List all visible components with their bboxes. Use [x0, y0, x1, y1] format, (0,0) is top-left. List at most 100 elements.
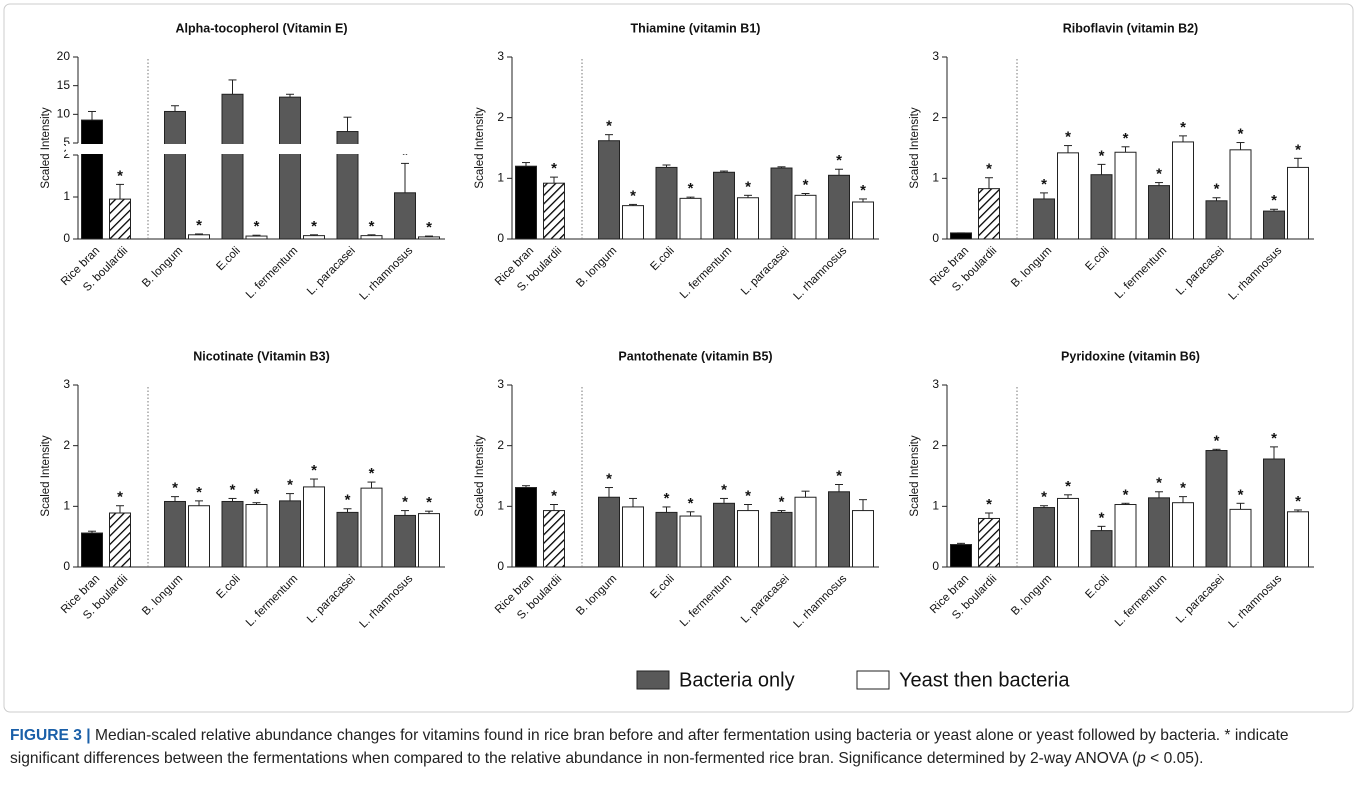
caption-label: FIGURE 3 | — [10, 727, 91, 744]
significance-marker: * — [606, 470, 612, 487]
bar — [164, 110, 186, 240]
chart-title: Nicotinate (Vitamin B3) — [193, 349, 330, 363]
bar — [679, 197, 702, 240]
significance-marker: * — [1156, 475, 1162, 492]
bar — [950, 544, 972, 568]
bar — [188, 505, 210, 568]
y-tick-label: 1 — [497, 171, 504, 185]
x-tick-label: B. longum — [1009, 245, 1054, 290]
significance-marker: * — [369, 218, 375, 235]
bar — [828, 491, 850, 568]
legend-swatch — [636, 670, 670, 690]
y-axis-label: Scaled Intensity — [40, 435, 52, 516]
significance-marker: * — [1238, 486, 1244, 503]
y-tick-label: 1 — [63, 189, 70, 203]
x-tick-label: L. paracasei — [739, 573, 792, 626]
y-tick-label: 0 — [932, 559, 939, 573]
y-axis-label: Scaled Intensity — [909, 107, 921, 188]
caption-p: p — [1137, 750, 1146, 767]
chart-title: Thiamine (vitamin B1) — [631, 21, 761, 35]
significance-marker: * — [721, 481, 727, 498]
significance-marker: * — [1238, 126, 1244, 143]
x-tick-label: L. rhamnosus — [358, 573, 416, 631]
bar — [360, 487, 383, 568]
chart-title: Alpha-tocopherol (Vitamin E) — [176, 21, 348, 35]
significance-marker: * — [1099, 147, 1105, 164]
bar — [794, 194, 817, 240]
bar — [188, 234, 210, 240]
significance-marker: * — [688, 495, 694, 512]
bar — [1057, 152, 1079, 240]
bar — [81, 532, 103, 568]
y-axis-label: Scaled Intensity — [474, 107, 486, 188]
caption-text: Median-scaled relative abundance changes… — [10, 727, 1289, 767]
significance-marker: * — [402, 146, 408, 163]
bar — [1090, 530, 1113, 568]
significance-marker: * — [1214, 432, 1220, 449]
significance-marker: * — [1099, 509, 1105, 526]
bar — [1172, 502, 1194, 568]
x-tick-label: L. paracasei — [1174, 245, 1227, 298]
bar — [828, 174, 850, 240]
significance-marker: * — [1295, 141, 1301, 158]
y-tick-label: 0 — [932, 231, 939, 245]
x-tick-label: L. rhamnosus — [358, 245, 416, 303]
bar — [81, 119, 103, 240]
significance-marker: * — [986, 161, 992, 178]
x-tick-label: E.coli — [648, 245, 676, 273]
y-tick-label: 3 — [932, 377, 939, 391]
bar — [1057, 497, 1079, 568]
x-tick-label: B. longum — [1009, 573, 1054, 618]
bar — [978, 517, 1000, 568]
significance-marker: * — [1295, 493, 1301, 510]
significance-marker: * — [1180, 480, 1186, 497]
bar — [679, 515, 702, 568]
significance-marker: * — [551, 160, 557, 177]
y-tick-label: 2 — [932, 438, 939, 452]
y-axis-label: Scaled Intensity — [909, 435, 921, 516]
y-tick-label: 1 — [932, 499, 939, 513]
significance-marker: * — [1041, 176, 1047, 193]
y-tick-label: 15 — [57, 78, 71, 92]
significance-marker: * — [779, 494, 785, 511]
bar — [1287, 166, 1309, 240]
significance-marker: * — [1271, 430, 1277, 447]
x-tick-label: L. fermentum — [1113, 245, 1169, 301]
y-tick-label: 2 — [497, 438, 504, 452]
bar — [1090, 174, 1113, 240]
chart-title: Riboflavin (vitamin B2) — [1063, 21, 1198, 35]
significance-marker: * — [1123, 130, 1129, 147]
x-tick-label: L. paracasei — [305, 573, 358, 626]
significance-marker: * — [402, 494, 408, 511]
significance-marker: * — [1041, 489, 1047, 506]
significance-marker: * — [836, 152, 842, 169]
bar — [713, 171, 735, 240]
bar — [543, 182, 565, 240]
bar — [221, 500, 244, 568]
x-tick-label: E.coli — [214, 245, 242, 273]
significance-marker: * — [1214, 181, 1220, 198]
bar — [245, 504, 268, 568]
bar — [279, 500, 301, 568]
x-tick-label: E.coli — [214, 573, 242, 601]
bar — [515, 165, 537, 240]
bar — [515, 487, 537, 568]
bar — [279, 96, 301, 240]
significance-marker: * — [836, 467, 842, 484]
figure-border — [3, 3, 1354, 713]
y-tick-label: 0 — [63, 559, 70, 573]
bar — [1114, 504, 1137, 568]
significance-marker: * — [1123, 486, 1129, 503]
bar — [303, 486, 325, 568]
bar — [1287, 511, 1309, 568]
x-tick-label: L. fermentum — [1113, 573, 1169, 629]
significance-marker: * — [551, 487, 557, 504]
chart-title: Pyridoxine (vitamin B6) — [1061, 349, 1200, 363]
x-tick-label: L. fermentum — [678, 245, 734, 301]
x-tick-label: L. paracasei — [305, 245, 358, 298]
significance-marker: * — [1180, 119, 1186, 136]
x-tick-label: L. fermentum — [678, 573, 734, 629]
caption: FIGURE 3 | Median-scaled relative abunda… — [10, 724, 1345, 770]
x-tick-label: L. paracasei — [1174, 573, 1227, 626]
significance-marker: * — [986, 496, 992, 513]
